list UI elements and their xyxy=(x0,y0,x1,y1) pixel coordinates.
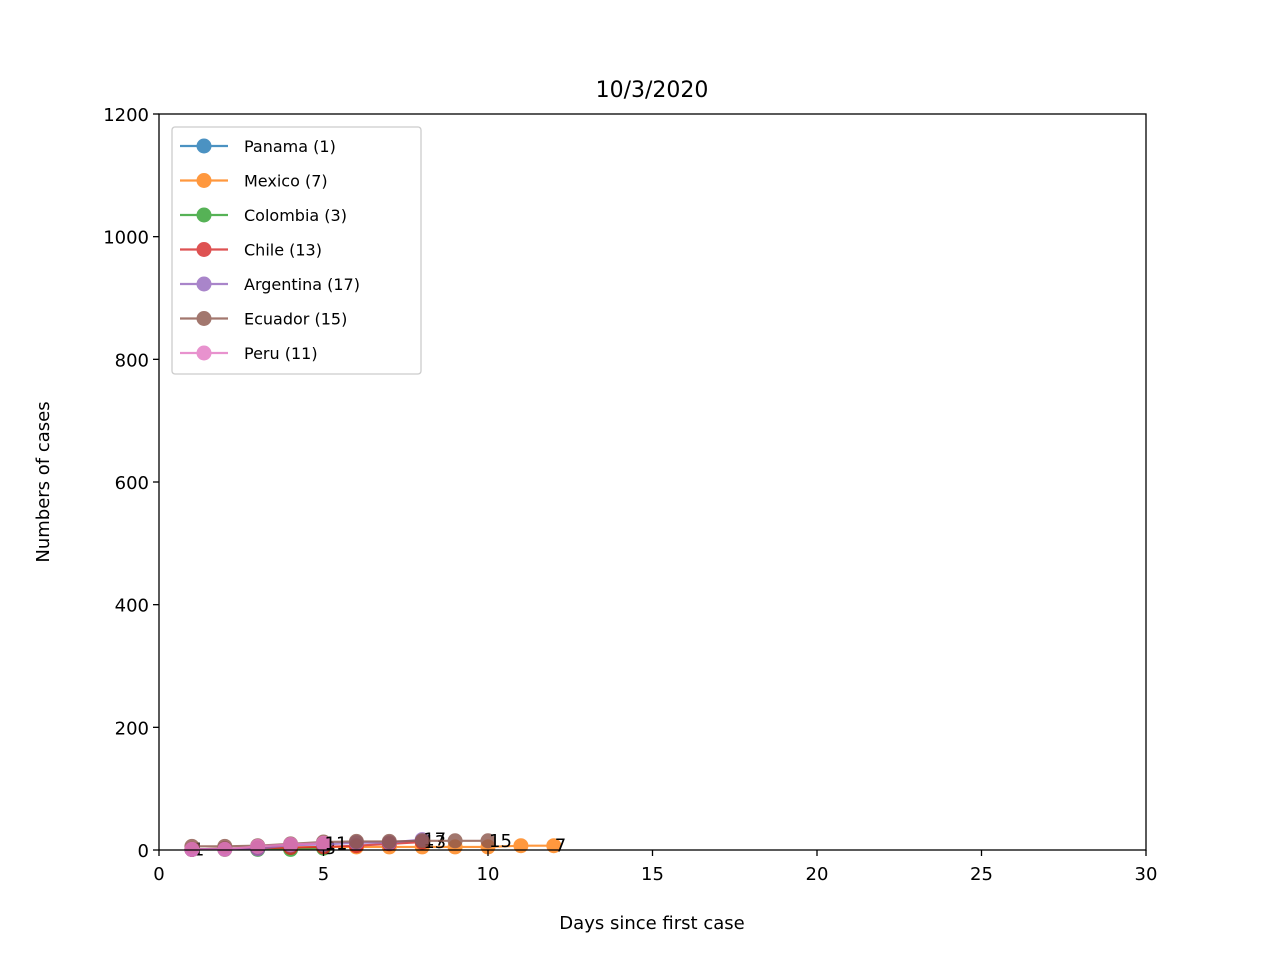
legend-label: Peru (11) xyxy=(244,344,318,363)
data-point xyxy=(381,833,397,849)
end-value-label: 7 xyxy=(555,836,566,857)
legend-entry xyxy=(180,242,228,257)
x-tick-label: 30 xyxy=(1135,864,1158,885)
legend-marker xyxy=(196,276,212,292)
legend-entry xyxy=(180,311,228,326)
data-point xyxy=(250,838,266,854)
x-tick-label: 15 xyxy=(641,864,664,885)
legend-marker xyxy=(196,207,212,223)
legend-marker xyxy=(196,173,212,188)
y-tick-label: 1000 xyxy=(103,228,149,249)
legend-entry xyxy=(180,138,228,154)
legend-label: Ecuador (15) xyxy=(244,310,347,329)
legend-marker xyxy=(196,138,212,154)
x-axis: 0 5 10 15 20 25 30 xyxy=(153,850,1157,885)
end-value-label: 11 xyxy=(325,833,348,854)
series-line xyxy=(191,839,488,848)
data-point xyxy=(513,838,529,854)
end-value-label: 15 xyxy=(489,831,512,852)
legend-marker xyxy=(196,345,212,361)
data-point xyxy=(316,835,331,851)
chart-title: 10/3/2020 xyxy=(596,78,709,103)
legend: Panama (1) Mexico (7) Colombia (3) Chile (1… xyxy=(171,126,422,375)
data-point xyxy=(447,833,463,849)
y-tick-label: 600 xyxy=(115,473,149,494)
data-point xyxy=(414,833,430,849)
x-tick-label: 0 xyxy=(153,864,164,885)
data-point xyxy=(480,833,496,849)
legend-label: Panama (1) xyxy=(244,137,336,156)
legend-marker xyxy=(196,242,212,257)
x-tick-label: 5 xyxy=(318,864,329,885)
y-tick-label: 800 xyxy=(115,350,149,371)
legend-entry xyxy=(180,345,228,361)
x-tick-label: 25 xyxy=(970,864,993,885)
y-tick-label: 0 xyxy=(138,841,149,862)
legend-label: Argentina (17) xyxy=(244,275,360,294)
legend-marker xyxy=(196,311,212,326)
y-tick-label: 1200 xyxy=(103,105,149,126)
data-point xyxy=(348,833,364,849)
legend-label: Chile (13) xyxy=(244,241,322,260)
y-axis: 0 200 400 600 800 1000 1200 xyxy=(103,105,159,862)
y-tick-label: 200 xyxy=(115,718,149,739)
legend-frame xyxy=(171,126,422,375)
legend-entry xyxy=(180,276,228,292)
data-point xyxy=(283,836,299,852)
y-tick-label: 400 xyxy=(115,596,149,617)
legend-label: Colombia (3) xyxy=(244,206,347,225)
legend-entry xyxy=(180,207,228,223)
legend-entry xyxy=(180,173,228,188)
plot-area: 17313171511 xyxy=(184,830,566,860)
x-tick-label: 10 xyxy=(477,864,500,885)
y-axis-label: Numbers of cases xyxy=(33,401,54,562)
legend-label: Mexico (7) xyxy=(244,172,328,191)
x-axis-label: Days since first case xyxy=(559,913,744,934)
x-tick-label: 20 xyxy=(806,864,829,885)
